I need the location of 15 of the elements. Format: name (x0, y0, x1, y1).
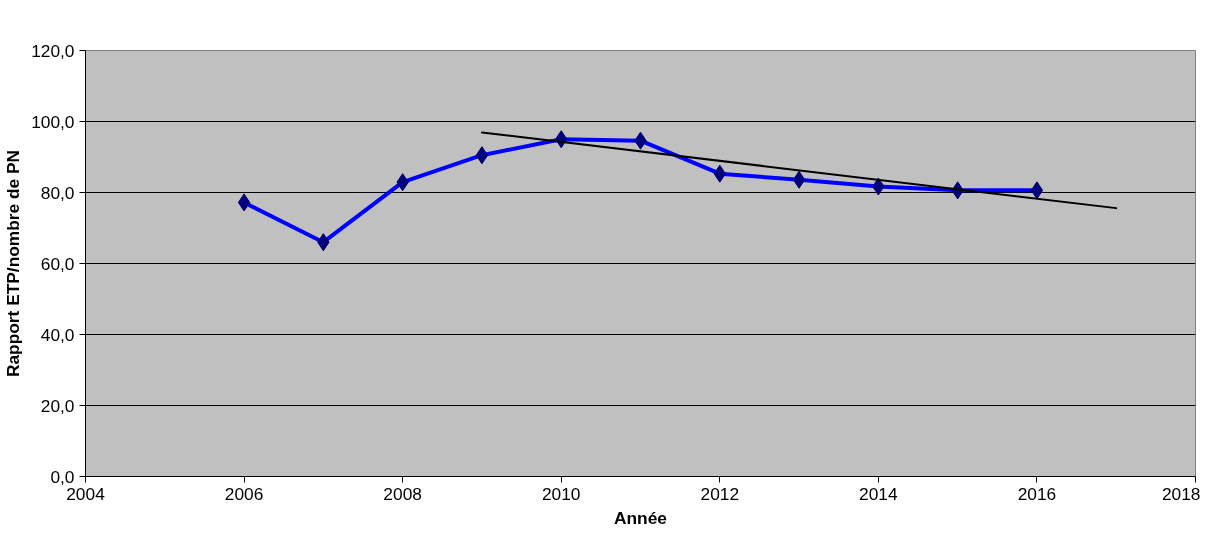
y-tick-label: 20,0 (40, 395, 75, 416)
x-tick-label: 2008 (383, 483, 422, 504)
y-tick-label: 60,0 (40, 253, 75, 274)
x-tick-label: 2012 (700, 483, 740, 504)
y-tick-label: 40,0 (40, 324, 75, 345)
x-tick-label: 2006 (224, 483, 264, 504)
x-axis-title: Année (614, 507, 668, 528)
y-tick-label: 100,0 (31, 111, 75, 132)
x-tick-label: 2014 (859, 483, 898, 504)
x-tick-label: 2018 (1161, 483, 1201, 504)
x-tick-label: 2016 (1017, 483, 1057, 504)
y-axis-title: Rapport ETP/nombre de PN (3, 149, 24, 378)
x-tick-label: 2010 (541, 483, 581, 504)
y-tick-label: 80,0 (40, 182, 75, 203)
y-tick-label: 120,0 (31, 40, 75, 61)
